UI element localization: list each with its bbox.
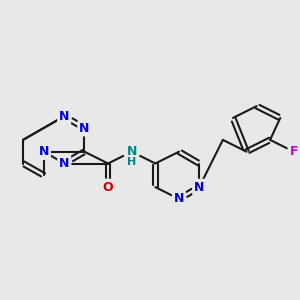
Text: N: N xyxy=(127,145,137,158)
Text: H: H xyxy=(127,157,136,167)
Text: N: N xyxy=(59,110,69,123)
Text: N: N xyxy=(174,192,184,206)
Text: N: N xyxy=(79,122,90,135)
Text: N: N xyxy=(194,181,204,194)
Text: N: N xyxy=(39,145,49,158)
Text: N: N xyxy=(59,157,69,170)
Text: O: O xyxy=(103,181,113,194)
Text: F: F xyxy=(290,145,298,158)
